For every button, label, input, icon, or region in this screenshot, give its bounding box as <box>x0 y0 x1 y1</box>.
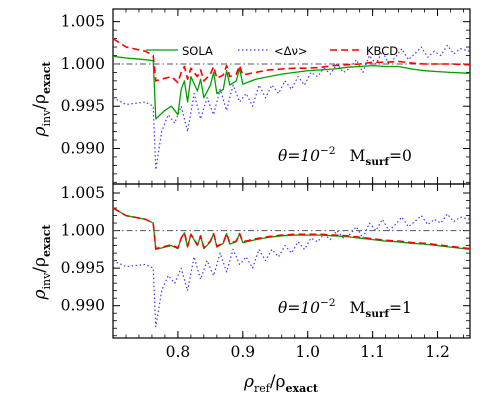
top-annotation-m-value: =0 <box>389 147 412 165</box>
bottom-annotation-m-value: =1 <box>389 299 412 317</box>
bottom-ylabel-sub2: exact <box>40 224 53 257</box>
legend: SOLA <Δν> KBCD <box>146 44 398 58</box>
y-tick-label: 1.005 <box>61 184 105 202</box>
top-annotation-m-sub: surf <box>365 156 390 168</box>
top-annotation-theta: θ=10 <box>278 147 320 165</box>
top-ylabel-slash: /ρ <box>30 94 50 110</box>
bottom-series <box>112 207 471 328</box>
legend-label-delta-nu: <Δν> <box>274 44 308 58</box>
legend-label-sola: SOLA <box>182 44 213 58</box>
y-tick-label: 1.005 <box>61 13 105 31</box>
bottom-ylabel-rho: ρ <box>30 290 50 301</box>
xlabel-slash: /ρ <box>270 372 286 392</box>
series-kbcd-line <box>112 207 471 250</box>
bottom-annotation-m: M <box>350 299 366 317</box>
bottom-y-ticks: 1.005 1.000 0.995 0.990 <box>61 184 470 337</box>
y-tick-label: 0.990 <box>61 139 105 157</box>
bottom-y-axis-label: ρinv/ρexact <box>30 224 53 301</box>
bottom-annotation-exponent: −2 <box>320 297 335 309</box>
top-y-axis-label: ρinv/ρexact <box>30 61 53 138</box>
bottom-x-ticks: 0.8 0.9 1.0 1.1 1.2 <box>125 184 464 361</box>
series-sola-line <box>112 55 471 120</box>
top-annotation: θ=10−2 Msurf=0 <box>278 145 412 168</box>
series--line <box>112 213 471 328</box>
xlabel-rho: ρ <box>243 372 254 392</box>
bottom-annotation: θ=10−2 Msurf=1 <box>278 297 412 320</box>
series-kbcd-line <box>112 37 471 84</box>
x-tick-label: 0.9 <box>230 343 255 361</box>
x-tick-label: 0.8 <box>166 343 191 361</box>
series--line <box>112 44 471 171</box>
x-axis-label: ρref/ρexact <box>243 372 319 395</box>
y-tick-label: 1.000 <box>61 222 105 240</box>
bottom-annotation-theta: θ=10 <box>278 299 320 317</box>
top-annotation-exponent: −2 <box>320 145 335 157</box>
legend-label-kbcd: KBCD <box>366 44 398 58</box>
x-tick-label: 1.1 <box>360 343 385 361</box>
xlabel-sub2: exact <box>286 382 319 395</box>
bottom-panel: 1.005 1.000 0.995 0.990 0.8 0.9 1.0 1.1 1.2 θ=1… <box>30 183 471 395</box>
top-series <box>112 37 471 171</box>
y-tick-label: 1.000 <box>61 55 105 73</box>
top-panel: 1.005 1.000 0.995 0.990 SOLA <Δν> KBCD θ=10… <box>30 8 471 185</box>
bottom-ylabel-slash: /ρ <box>30 257 50 273</box>
top-annotation-m: M <box>350 147 366 165</box>
top-ylabel-sub: inv <box>40 109 53 127</box>
top-ylabel-rho: ρ <box>30 127 50 138</box>
bottom-ylabel-sub: inv <box>40 272 53 290</box>
y-tick-label: 0.990 <box>61 297 105 315</box>
xlabel-sub: ref <box>254 382 271 395</box>
y-tick-label: 0.995 <box>61 97 105 115</box>
x-tick-label: 1.2 <box>425 343 450 361</box>
x-tick-label: 1.0 <box>295 343 320 361</box>
bottom-annotation-m-sub: surf <box>365 308 390 320</box>
y-tick-label: 0.995 <box>61 259 105 277</box>
top-ylabel-sub2: exact <box>40 61 53 94</box>
series-sola-line <box>112 207 471 251</box>
